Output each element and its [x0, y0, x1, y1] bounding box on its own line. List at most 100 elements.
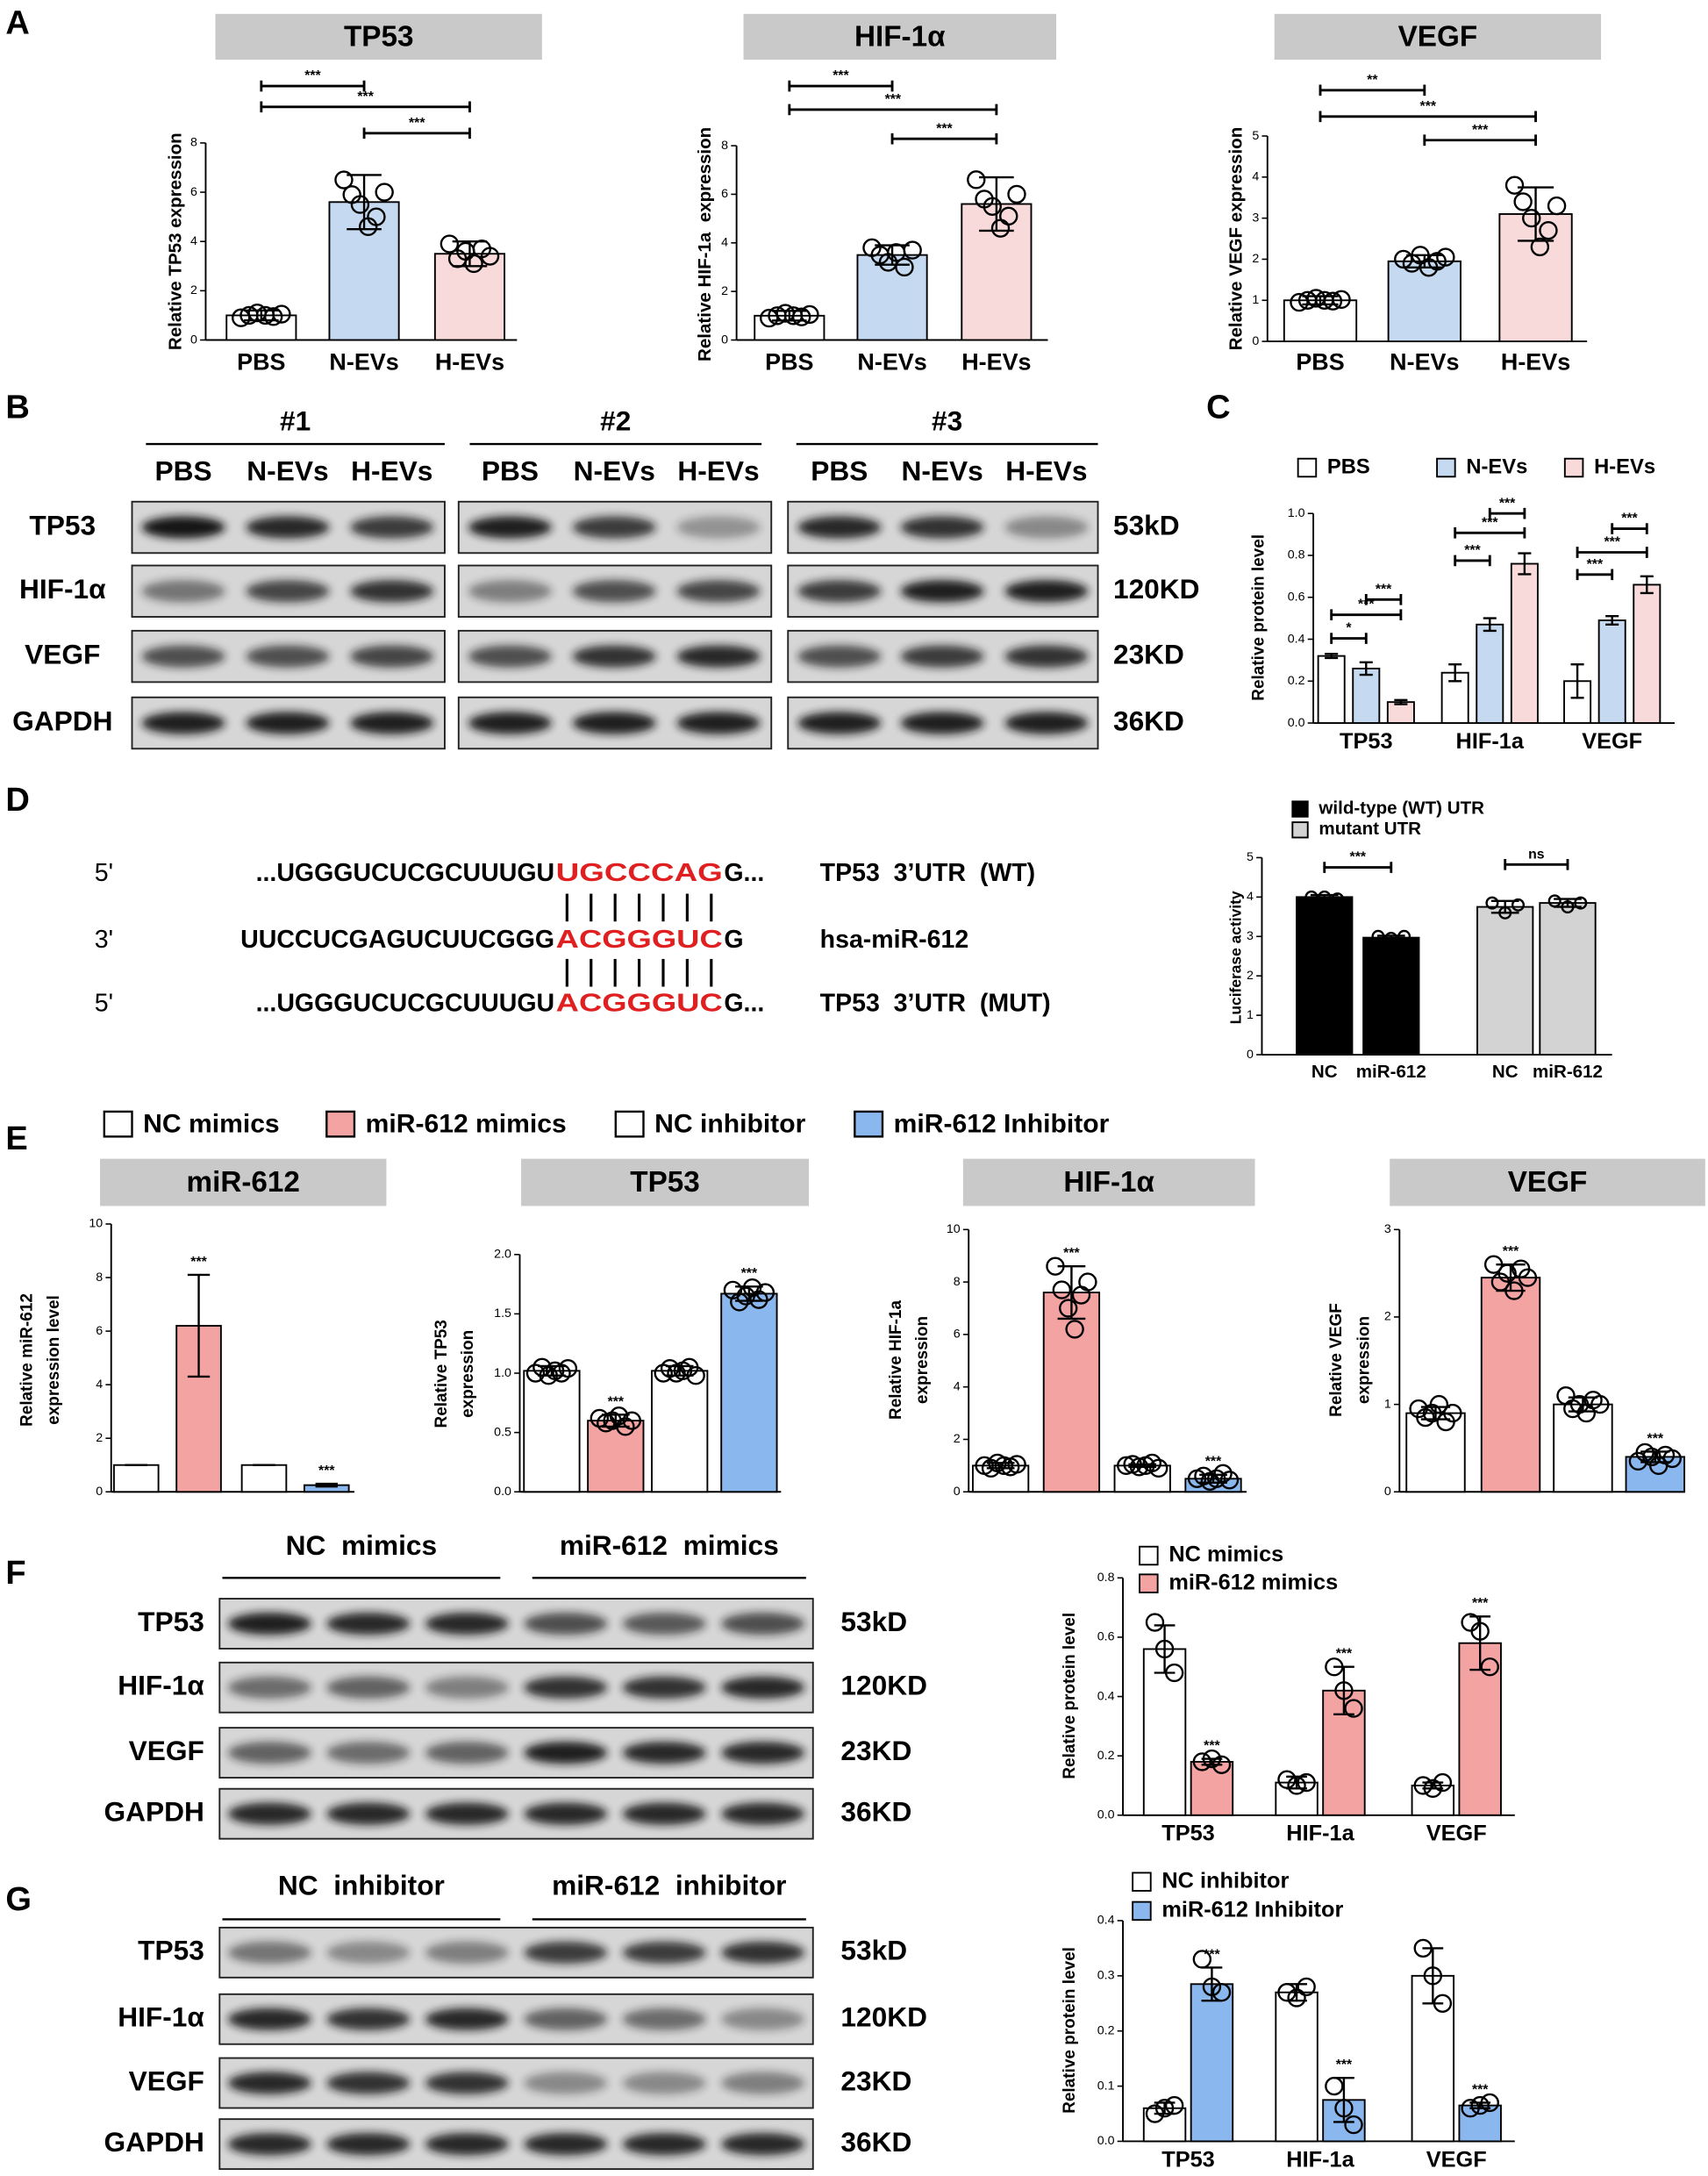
blot-row-label: HIF-1α	[118, 1670, 204, 1701]
blot-box	[218, 1926, 814, 1979]
title-box	[743, 13, 1057, 61]
blot-band	[622, 1941, 706, 1965]
error-bar	[315, 1482, 338, 1488]
data-point	[1443, 1403, 1462, 1423]
y-tick-label: 1	[1247, 1008, 1254, 1022]
error-bar	[1394, 698, 1408, 705]
data-point	[1332, 290, 1351, 310]
binding-site: ACGGGUC	[556, 926, 723, 954]
data-point	[1149, 1458, 1168, 1478]
data-point	[983, 197, 1002, 216]
blot-size-label: 23KD	[840, 1735, 911, 1766]
y-axis-label: Relative TP53	[432, 1320, 451, 1428]
y-tick-label: 1.0	[494, 1366, 511, 1380]
blot-band	[425, 2132, 509, 2156]
blot-group-label: miR-612 mimics	[560, 1529, 779, 1561]
y-tick-label: 2	[1252, 252, 1259, 266]
blot-band	[227, 2132, 311, 2156]
blot-band	[141, 645, 225, 668]
legend-swatch	[1139, 1573, 1159, 1593]
data-point	[1397, 929, 1411, 943]
y-axis-label: expression	[459, 1330, 477, 1418]
blot-lane-label: PBS	[155, 455, 212, 487]
blot-row-label: TP53	[29, 509, 96, 540]
bar	[1352, 667, 1381, 724]
data-point	[1287, 1776, 1306, 1795]
x-tick-label: H-EVs	[435, 349, 504, 376]
blot-lane-label: N-EVs	[574, 455, 655, 487]
y-tick-label: 0	[96, 1485, 103, 1499]
sequence-tail: G	[724, 926, 743, 954]
legend-label: miR-612 Inhibitor	[1161, 1898, 1343, 1922]
bar	[1633, 583, 1662, 724]
data-point	[367, 207, 386, 226]
significance-label: ***	[1376, 582, 1392, 597]
blot-band	[524, 1741, 608, 1764]
blot-band	[425, 1612, 509, 1636]
data-point	[730, 1292, 749, 1312]
data-point	[1192, 1752, 1212, 1772]
blot-size-label: 23KD	[1113, 638, 1184, 669]
legend-label: wild-type (WT) UTR	[1318, 798, 1484, 819]
significance-bracket	[1454, 555, 1491, 567]
sequence: ...UGGGUCUCGCUUUGU	[256, 990, 555, 1018]
chart-title: HIF-1α	[1063, 1166, 1154, 1199]
significance-label: ***	[409, 116, 425, 131]
binding-site: UGCCCAG	[556, 859, 723, 887]
data-point	[1052, 1280, 1072, 1299]
blot-band	[468, 712, 552, 734]
y-tick-label: 0.4	[1288, 632, 1305, 646]
significance-label: ***	[1604, 535, 1620, 550]
data-point	[1145, 2104, 1165, 2123]
chart-title: VEGF	[1508, 1166, 1588, 1199]
data-point	[1413, 1938, 1433, 1958]
data-point	[1078, 1272, 1097, 1292]
data-point	[440, 234, 460, 254]
y-axis-label: Relative protein level	[1061, 1947, 1079, 2114]
sequence-label: hsa-miR-612	[820, 926, 969, 954]
blot-band	[227, 1676, 311, 1699]
data-point	[1344, 2115, 1363, 2135]
y-axis-label: Relative VEGF	[1327, 1303, 1346, 1417]
blot-band	[797, 516, 882, 539]
bar	[1510, 562, 1539, 724]
data-point	[1511, 898, 1526, 912]
y-tick-label: 2	[954, 1432, 961, 1446]
x-tick-label: H-EVs	[961, 349, 1031, 376]
bar	[1296, 896, 1354, 1056]
chart-title: TP53	[344, 20, 414, 53]
blot-band	[425, 1802, 509, 1825]
error-bar	[1422, 1947, 1444, 2005]
error-bar	[1448, 662, 1462, 683]
blot-size-label: 120KD	[1113, 573, 1200, 605]
data-point	[1485, 896, 1499, 910]
panel-label: B	[5, 390, 29, 426]
blot-lane-label: N-EVs	[247, 455, 328, 487]
error-bar	[1640, 575, 1654, 595]
significance-label: ***	[1621, 512, 1638, 526]
blot-band	[572, 712, 656, 734]
bar	[1142, 1648, 1187, 1816]
significance-label: ***	[1420, 99, 1437, 114]
data-point	[1433, 1772, 1453, 1793]
data-point	[1483, 1255, 1504, 1274]
bar	[523, 1370, 581, 1493]
data-point	[609, 1407, 629, 1426]
error-bar	[1483, 617, 1497, 633]
significance-label: ***	[1472, 1596, 1489, 1611]
y-tick-label: 1	[1252, 293, 1259, 307]
blot-row-label: HIF-1α	[19, 573, 106, 605]
blot-box	[218, 1661, 814, 1714]
y-axis-label: expression	[913, 1316, 932, 1404]
blot-band	[425, 2072, 509, 2094]
blot-row-label: HIF-1α	[118, 2001, 204, 2033]
blot-band	[1004, 580, 1089, 603]
blot-band	[622, 1612, 706, 1636]
blot-band	[676, 516, 761, 539]
data-point	[1192, 1950, 1212, 1969]
binding-site: ACGGGUC	[556, 990, 723, 1018]
significance-bracket	[1576, 569, 1614, 581]
error-bar	[1359, 661, 1373, 676]
blot-band	[721, 1612, 805, 1636]
blot-band	[326, 1802, 411, 1825]
